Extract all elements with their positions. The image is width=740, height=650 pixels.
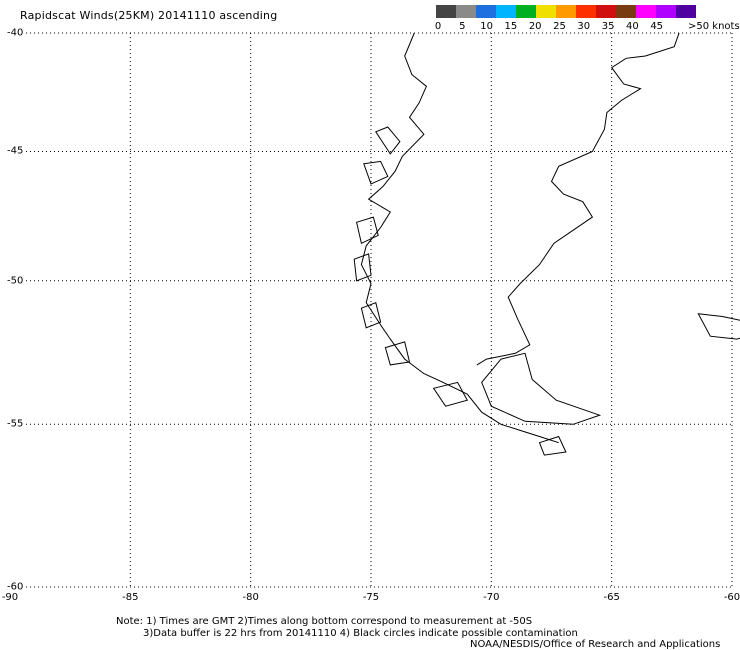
scale-tick-label: 15 [504,21,518,32]
scale-tick-label: 5 [459,21,466,32]
scale-swatch [656,5,676,18]
coastline-chile [360,32,559,444]
scale-swatch [456,5,476,18]
latitude-tick-label: -60 [6,581,25,593]
scale-tick-label: 40 [626,21,639,32]
scale-tick-label: 20 [528,21,542,32]
scale-tick-label: 35 [601,21,615,32]
island-outline [538,435,567,456]
scale-tick-label: 0 [434,21,442,32]
wind-speed-color-scale [436,5,696,18]
wind-speed-units-label: >50 knots [688,21,740,32]
coastline-argentina [476,32,680,366]
island-outline [384,341,411,366]
longitude-tick-label: -70 [483,592,500,603]
scale-swatch [496,5,516,18]
scale-tick-label: 10 [480,21,493,32]
island-outline [697,313,740,340]
scale-swatch [636,5,656,18]
scale-swatch [536,5,556,18]
coastline [353,32,740,456]
scale-swatch [676,5,696,18]
island-outline [481,352,602,425]
note-line-1: Note: 1) Times are GMT 2)Times along bot… [116,616,533,627]
scale-tick-label: 25 [553,21,566,32]
map-title: Rapidscat Winds(25KM) 20141110 ascending [20,9,278,22]
scale-swatch [516,5,536,18]
scale-tick-label: 30 [577,21,591,32]
latitude-tick-label: -50 [6,275,25,287]
island-outline [353,253,372,282]
latitude-tick-label: -45 [6,145,25,157]
scale-swatch [616,5,636,18]
scale-swatch [476,5,496,18]
latitude-tick-label: -40 [6,27,25,39]
longitude-tick-label: -90 [1,592,19,603]
latitude-tick-label: -55 [6,418,25,430]
scale-swatch [436,5,456,18]
scale-swatch [576,5,596,18]
scale-swatch [556,5,576,18]
island-outline [432,381,469,407]
longitude-tick-label: -65 [603,592,620,603]
longitude-tick-label: -75 [362,592,380,603]
longitude-tick-label: -80 [242,592,259,603]
longitude-tick-label: -85 [122,592,139,603]
scale-tick-label: 45 [650,21,664,32]
island-outline [375,126,401,155]
island-outline [363,160,389,185]
island-outline [360,302,382,329]
longitude-tick-label: -60 [723,592,740,603]
island-outline [356,216,379,245]
note-line-3: NOAA/NESDIS/Office of Research and Appli… [470,639,721,650]
scale-swatch [596,5,616,18]
note-line-2: 3)Data buffer is 22 hrs from 20141110 4)… [143,628,578,639]
